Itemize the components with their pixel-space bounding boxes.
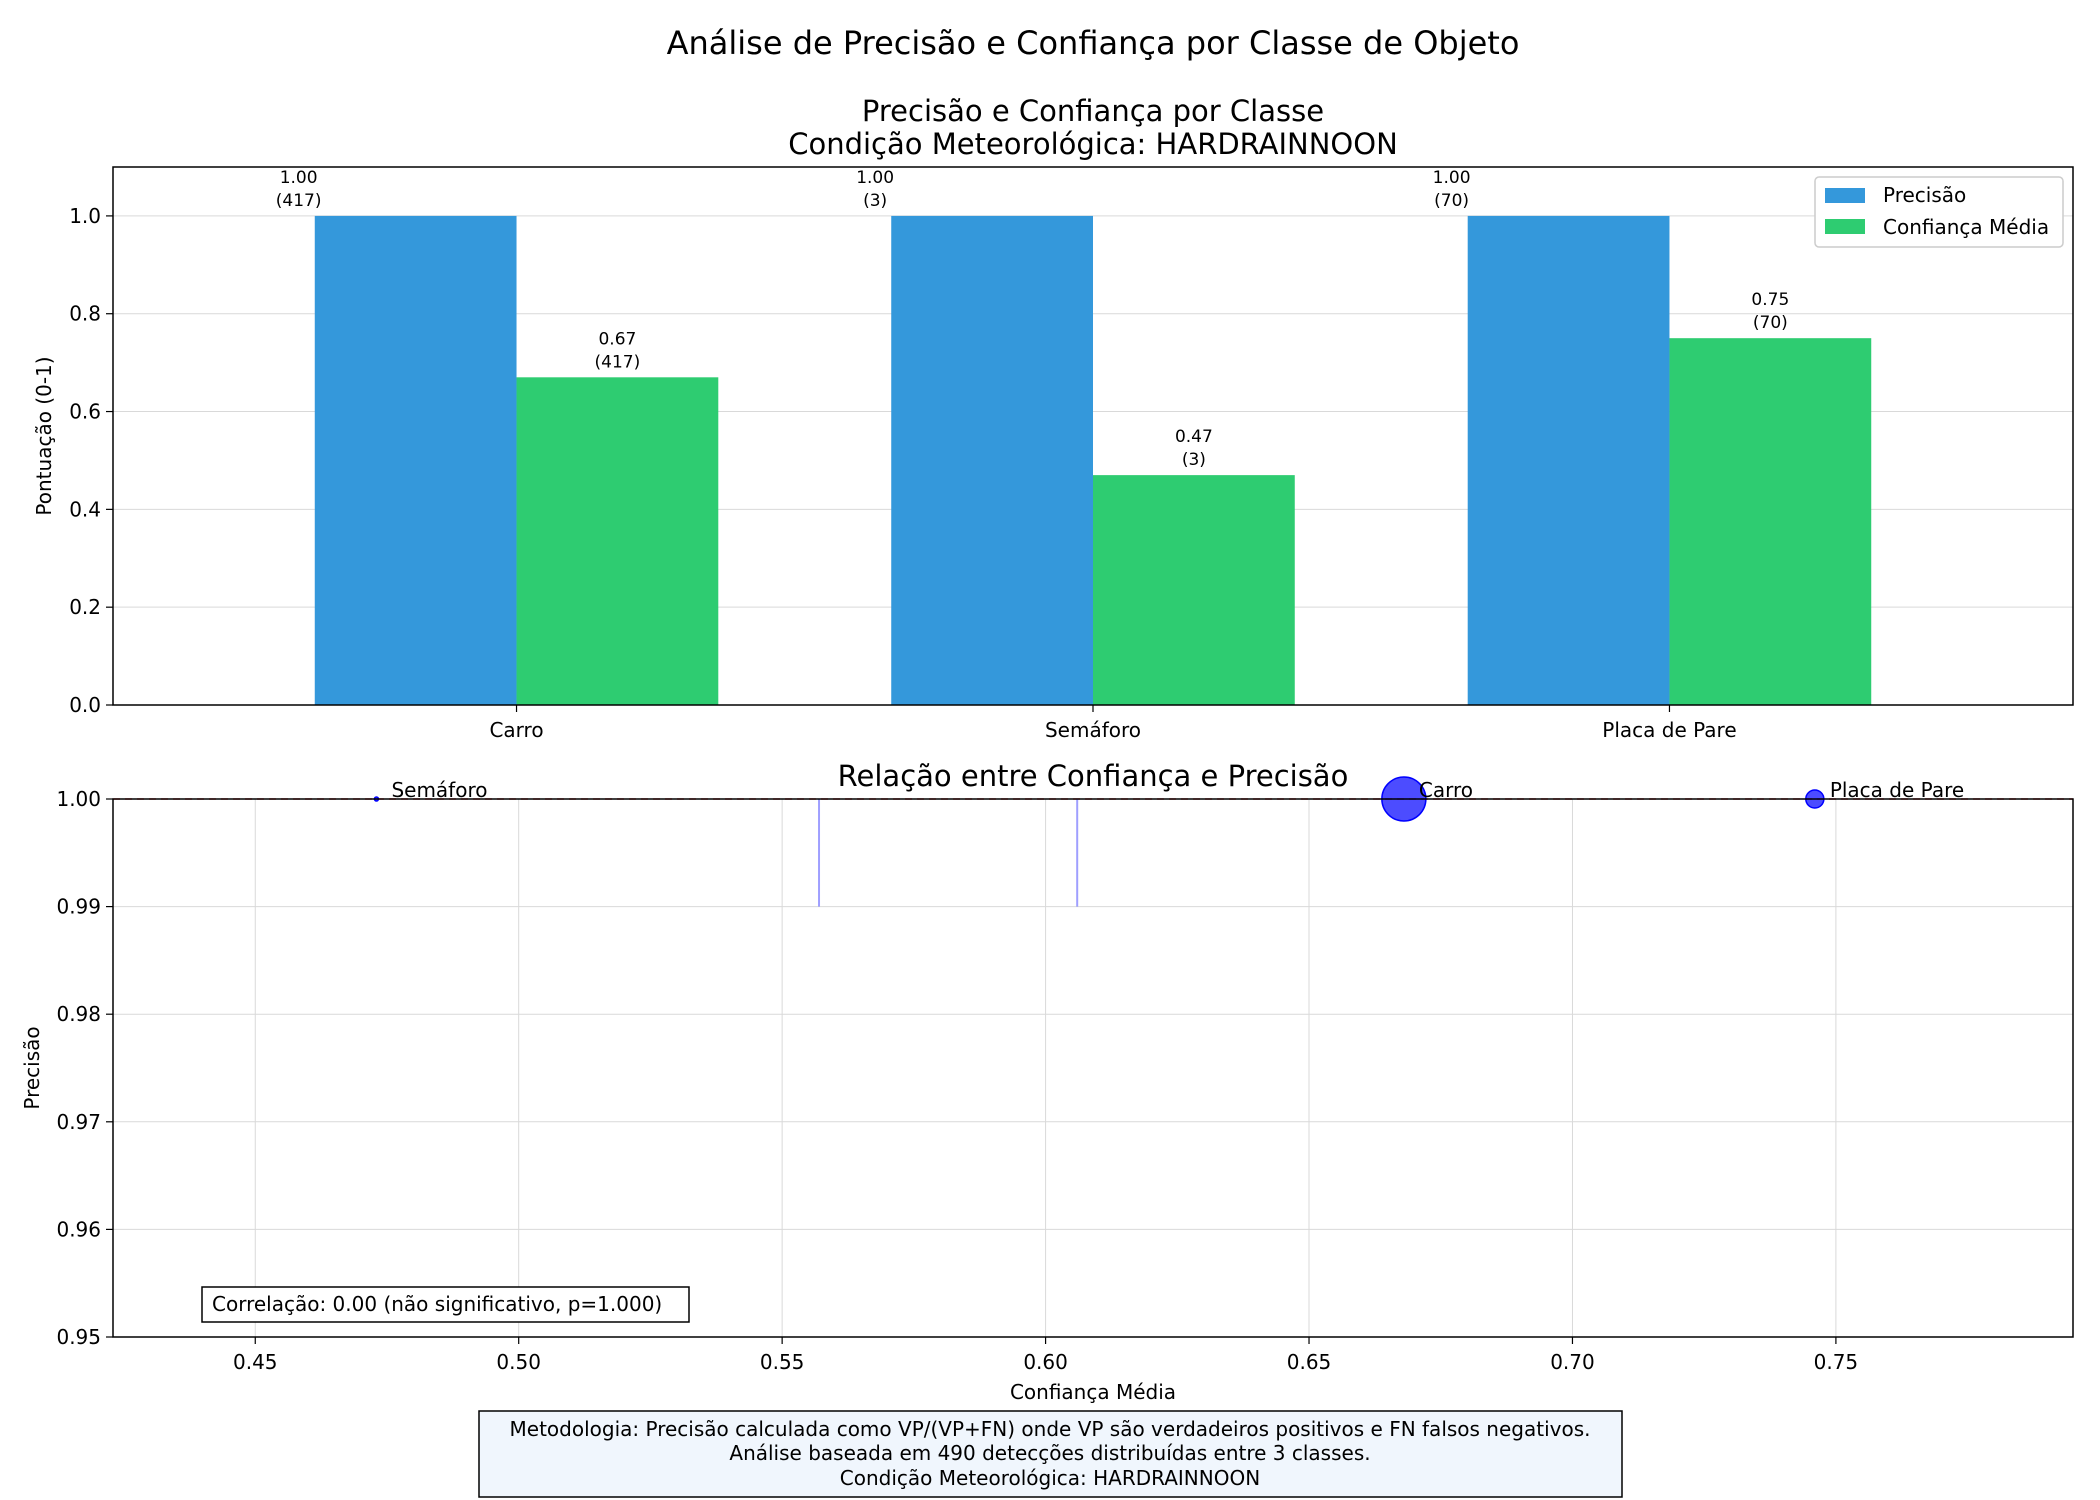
bar-confianca-semaforo: [1093, 475, 1295, 705]
scatter-y-tick-label: 0.98: [56, 1002, 101, 1026]
data-label-precisao-placa-de-pare: 1.00: [1433, 168, 1471, 188]
footnote-box: Metodologia: Precisão calculada como VP/…: [478, 1410, 1623, 1498]
correlation-box: Correlação: 0.00 (não significativo, p=1…: [201, 1286, 690, 1323]
scatter-y-tick-label: 0.95: [56, 1325, 101, 1349]
count-label-confianca-placa-de-pare: (70): [1753, 313, 1788, 333]
data-label-confianca-placa-de-pare: 0.75: [1751, 290, 1789, 310]
correlation-frame: [201, 1286, 690, 1323]
footnote-line-2: Análise baseada em 490 detecções distrib…: [729, 1441, 1370, 1465]
bar-confianca-placa-de-pare: [1669, 338, 1872, 705]
legend-swatch-precisao: [1825, 188, 1865, 203]
scatter-plot-frame: [112, 798, 2074, 1338]
scatter-y-axis-label: Precisão: [20, 1026, 44, 1109]
scatter-x-tick-label: 0.75: [1814, 1350, 1859, 1374]
bar-legend: Precisão Confiança Média: [1814, 176, 2064, 248]
legend-label-confianca: Confiança Média: [1883, 215, 2049, 239]
bar-y-axis-label: Pontuação (0-1): [32, 356, 56, 515]
bar-chart-title-line1: Precisão e Confiança por Classe: [862, 94, 1324, 128]
bar-y-tick-label: 0.4: [69, 497, 101, 521]
scatter-chart: Relação entre Confiança e Precisão Semáf…: [20, 759, 2074, 1404]
bar-confianca-carro: [516, 377, 719, 705]
count-label-confianca-semaforo: (3): [1182, 450, 1206, 470]
bar-y-tick-label: 1.0: [69, 204, 101, 228]
bar-y-tick-label: 0.2: [69, 595, 101, 619]
count-label-precisao-semaforo: (3): [863, 191, 887, 211]
bar-precisao-semaforo: [891, 215, 1093, 705]
bar-chart-title-line2: Condição Meteorológica: HARDRAINNOON: [788, 127, 1398, 161]
bar-chart: Precisão e Confiança por Classe Condição…: [32, 94, 2074, 742]
point-label-carro: Carro: [1419, 778, 1473, 802]
data-label-confianca-semaforo: 0.47: [1175, 427, 1213, 447]
scatter-x-tick-label: 0.70: [1550, 1350, 1595, 1374]
count-label-confianca-carro: (417): [595, 352, 641, 372]
scatter-y-tick-label: 0.96: [56, 1217, 101, 1241]
correlation-text: Correlação: 0.00 (não significativo, p=1…: [212, 1292, 662, 1316]
bar-x-tick-label-semaforo: Semáforo: [1045, 718, 1141, 742]
point-label-placa-de-pare: Placa de Pare: [1830, 778, 1964, 802]
scatter-x-tick-label: 0.60: [1023, 1350, 1068, 1374]
bar-x-tick-label-placa-de-pare: Placa de Pare: [1602, 718, 1736, 742]
count-label-precisao-placa-de-pare: (70): [1434, 191, 1469, 211]
legend-label-precisao: Precisão: [1883, 183, 1966, 207]
scatter-x-tick-label: 0.55: [760, 1350, 805, 1374]
bar-y-tick-label: 0.6: [69, 400, 101, 424]
scatter-y-tick-label: 0.99: [56, 895, 101, 919]
bar-y-tick-label: 0.0: [69, 693, 101, 717]
bar-x-tick-label-carro: Carro: [489, 718, 543, 742]
bar-precisao-placa-de-pare: [1467, 215, 1670, 705]
footnote-frame: [478, 1410, 1623, 1498]
data-label-precisao-semaforo: 1.00: [856, 168, 894, 188]
legend-swatch-confianca: [1825, 219, 1865, 234]
bar-precisao-carro: [314, 215, 517, 705]
scatter-title: Relação entre Confiança e Precisão: [838, 759, 1349, 793]
point-label-semaforo: Semáforo: [391, 778, 487, 802]
data-label-precisao-carro: 1.00: [280, 168, 318, 188]
scatter-y-tick-label: 0.97: [56, 1110, 101, 1134]
footnote-line-1: Metodologia: Precisão calculada como VP/…: [510, 1417, 1591, 1441]
count-label-precisao-carro: (417): [276, 191, 322, 211]
figure-title: Análise de Precisão e Confiança por Clas…: [667, 24, 1520, 62]
scatter-x-tick-label: 0.45: [233, 1350, 278, 1374]
data-label-confianca-carro: 0.67: [598, 329, 636, 349]
scatter-y-tick-label: 1.00: [56, 787, 101, 811]
scatter-x-tick-label: 0.65: [1287, 1350, 1332, 1374]
footnote-line-3: Condição Meteorológica: HARDRAINNOON: [840, 1466, 1260, 1490]
scatter-x-axis-label: Confiança Média: [1010, 1380, 1176, 1404]
scatter-x-tick-label: 0.50: [496, 1350, 541, 1374]
bar-y-tick-label: 0.8: [69, 302, 101, 326]
legend-frame: [1814, 176, 2064, 248]
